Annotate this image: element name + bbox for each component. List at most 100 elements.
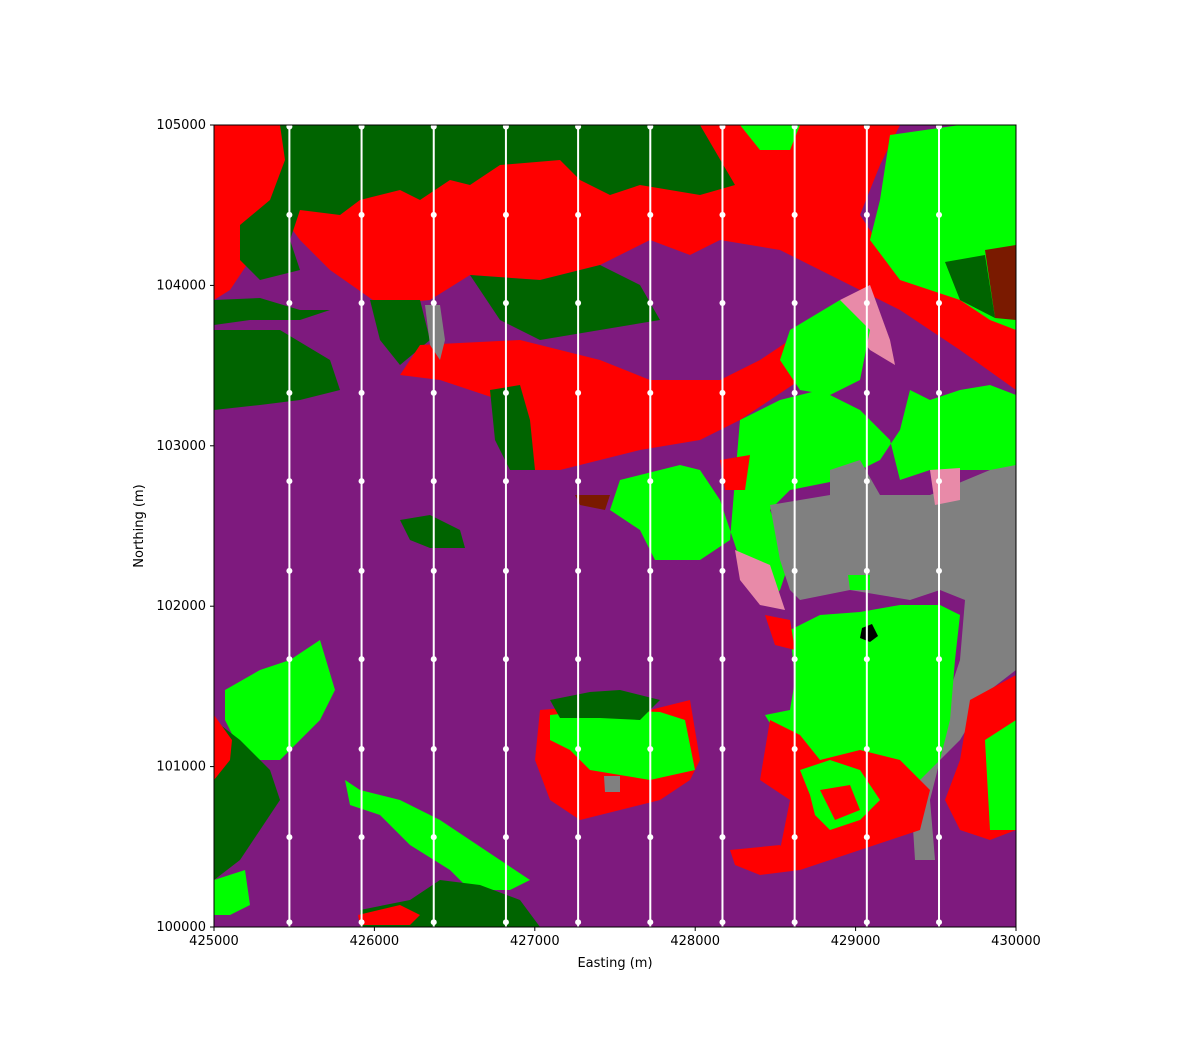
survey-station <box>936 300 943 307</box>
survey-station <box>647 745 654 752</box>
survey-station <box>430 656 437 663</box>
survey-station <box>647 211 654 218</box>
survey-station <box>719 656 726 663</box>
x-tick-label: 428000 <box>670 934 720 949</box>
survey-station <box>647 478 654 485</box>
survey-station <box>430 834 437 841</box>
land-cover-darkgreen-southwest <box>214 720 280 880</box>
survey-station <box>430 389 437 396</box>
y-tick-label: 101000 <box>156 760 206 775</box>
survey-station <box>863 834 870 841</box>
survey-station <box>430 478 437 485</box>
x-axis-label: Easting (m) <box>577 956 652 971</box>
survey-station <box>502 389 509 396</box>
survey-station <box>358 478 365 485</box>
survey-station <box>358 656 365 663</box>
land-cover-red-southeast-inner <box>820 785 860 820</box>
survey-station <box>430 745 437 752</box>
survey-station <box>286 300 293 307</box>
survey-station <box>575 745 582 752</box>
land-cover-brightgreen-southwest <box>225 640 335 760</box>
land-cover-brown-northeast <box>985 245 1016 320</box>
y-tick-label: 104000 <box>156 278 206 293</box>
y-tick-label: 100000 <box>156 920 206 935</box>
survey-station <box>936 656 943 663</box>
survey-station <box>358 389 365 396</box>
x-tick-label: 427000 <box>510 934 560 949</box>
land-cover-pink-east <box>735 550 785 610</box>
survey-station <box>791 745 798 752</box>
land-cover-red-central <box>400 340 800 470</box>
survey-station <box>791 300 798 307</box>
survey-station <box>863 211 870 218</box>
survey-station <box>358 300 365 307</box>
survey-station <box>358 919 365 926</box>
survey-station <box>502 567 509 574</box>
land-cover-brightgreen-far-southeast <box>985 720 1016 830</box>
land-cover-darkgreen-west-2 <box>214 298 330 325</box>
survey-station <box>575 834 582 841</box>
y-axis-ticks: 100000 101000 102000 103000 104000 105000 <box>156 118 214 935</box>
land-cover-red-east-mid <box>765 615 795 650</box>
survey-station <box>358 834 365 841</box>
land-cover-brightgreen-south <box>345 780 530 890</box>
survey-station <box>286 834 293 841</box>
survey-station <box>791 656 798 663</box>
survey-station <box>719 300 726 307</box>
y-axis-label: Northing (m) <box>132 484 147 567</box>
land-cover-brightgreen-south-center <box>550 710 695 780</box>
survey-station <box>286 389 293 396</box>
survey-station <box>647 389 654 396</box>
land-cover-map <box>214 125 1016 927</box>
land-cover-darkgreen-northeast <box>945 255 995 318</box>
survey-station <box>647 300 654 307</box>
x-tick-label: 426000 <box>350 934 400 949</box>
survey-station <box>502 656 509 663</box>
survey-station <box>936 389 943 396</box>
survey-station <box>575 656 582 663</box>
survey-station <box>430 567 437 574</box>
survey-station <box>863 389 870 396</box>
land-cover-darkgreen-center-north <box>470 265 660 340</box>
survey-station <box>647 919 654 926</box>
survey-station <box>647 656 654 663</box>
survey-station <box>502 834 509 841</box>
survey-station <box>719 919 726 926</box>
survey-station <box>502 300 509 307</box>
survey-station <box>936 211 943 218</box>
survey-station <box>719 211 726 218</box>
survey-station <box>502 478 509 485</box>
survey-station <box>286 919 293 926</box>
survey-station <box>430 300 437 307</box>
land-cover-red-southwest <box>214 715 232 780</box>
land-cover-darkgreen-central-pocket <box>490 385 535 470</box>
survey-station <box>575 567 582 574</box>
survey-station <box>863 478 870 485</box>
survey-station <box>286 478 293 485</box>
land-cover-brown-central <box>575 495 610 510</box>
land-cover-brightgreen-east-2 <box>848 575 870 590</box>
x-axis-ticks: 425000 426000 427000 428000 429000 430000 <box>189 927 1041 949</box>
survey-station <box>719 745 726 752</box>
survey-station <box>936 834 943 841</box>
survey-station <box>647 567 654 574</box>
survey-station <box>863 656 870 663</box>
survey-station <box>719 567 726 574</box>
survey-station <box>791 567 798 574</box>
survey-station <box>936 478 943 485</box>
survey-station <box>575 478 582 485</box>
survey-station <box>575 211 582 218</box>
survey-station <box>575 389 582 396</box>
survey-station <box>575 300 582 307</box>
survey-station <box>936 745 943 752</box>
survey-station <box>358 211 365 218</box>
survey-station <box>286 745 293 752</box>
land-cover-red-south-east-strip <box>730 845 800 875</box>
survey-station <box>791 478 798 485</box>
y-tick-label: 102000 <box>156 599 206 614</box>
land-cover-darkgreen-west-blob <box>400 515 465 548</box>
survey-station <box>863 300 870 307</box>
survey-station <box>719 834 726 841</box>
survey-station <box>863 919 870 926</box>
plot-frame <box>213 124 1017 928</box>
